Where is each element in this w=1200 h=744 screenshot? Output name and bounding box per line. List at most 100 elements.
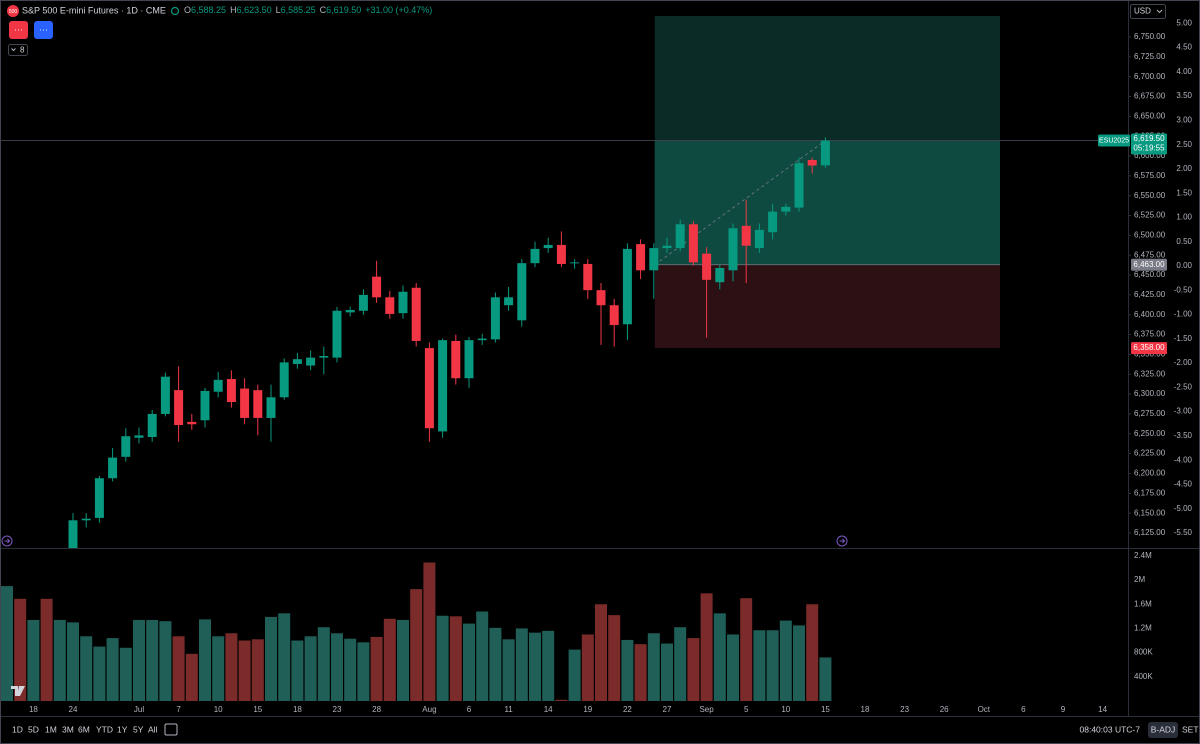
volume-bar (344, 638, 357, 701)
volume-bar (568, 649, 581, 701)
range-button[interactable]: All (148, 724, 158, 734)
volume-bar (53, 619, 66, 701)
volume-bar (555, 699, 568, 701)
candle-body (147, 413, 157, 437)
volume-bar (766, 630, 779, 701)
event-marker[interactable] (1, 535, 13, 547)
range-button[interactable]: 1Y (117, 724, 128, 734)
range-button[interactable]: 6M (78, 724, 90, 734)
candle-body (174, 390, 184, 426)
candle-body (504, 297, 514, 306)
range-button[interactable]: 1M (45, 724, 57, 734)
y-tick-label: 6,125.00 (1134, 528, 1166, 537)
loss-zone (654, 264, 1000, 349)
y2-tick-label: 3.00 (1176, 115, 1192, 124)
symbol-icon[interactable] (7, 5, 19, 17)
button[interactable] (9, 21, 28, 39)
volume-bar (291, 640, 304, 701)
volume-bar (793, 625, 805, 701)
volume-bar (436, 615, 449, 701)
y2-tick-label: -5.50 (1174, 528, 1193, 537)
y2-tick-label: 4.50 (1176, 43, 1192, 52)
candle-body (279, 362, 289, 398)
range-button[interactable]: YTD (96, 724, 113, 734)
volume-bar (14, 598, 27, 701)
ohlc-key: H (230, 5, 237, 15)
adjust-button[interactable] (1148, 722, 1178, 738)
range-button[interactable]: 3M (62, 724, 74, 734)
event-marker[interactable] (836, 535, 848, 547)
y2-tick-label: 3.50 (1176, 91, 1192, 100)
x-tick-label: 23 (900, 705, 909, 714)
volume-bar (67, 622, 79, 701)
y2-tick-label: 4.00 (1176, 67, 1192, 76)
session-button[interactable]: SET (1182, 724, 1199, 734)
x-tick-label: 28 (372, 705, 381, 714)
y-tick-label: 6,275.00 (1134, 409, 1166, 418)
volume-bar (251, 639, 264, 701)
y-tick-label: 6,400.00 (1134, 310, 1166, 319)
candle-body (715, 267, 725, 283)
y2-tick-label: -3.50 (1174, 431, 1193, 440)
candle-body (622, 248, 632, 325)
volume-bar (647, 633, 660, 701)
y2-tick-label: -0.50 (1174, 285, 1193, 294)
button[interactable] (34, 21, 53, 39)
volume-tick-label: 1.2M (1134, 624, 1152, 633)
range-button[interactable]: 5Y (133, 724, 144, 734)
y2-tick-label: 5.00 (1176, 18, 1192, 27)
y2-tick-label: -1.50 (1174, 334, 1193, 343)
volume-bar (212, 636, 225, 701)
y-tick-label: 6,675.00 (1134, 92, 1166, 101)
currency-select[interactable] (1130, 4, 1166, 19)
candle-body (451, 340, 461, 379)
x-tick-label: Oct (978, 705, 991, 714)
candle-body (688, 224, 698, 263)
volume-bar (687, 638, 700, 701)
volume-bar (463, 623, 475, 701)
candle-body (292, 359, 302, 364)
x-tick-label: 26 (940, 705, 949, 714)
ohlc-key: O (184, 5, 191, 15)
symbol-title[interactable]: S&P 500 E-mini Futures · 1D · CME (22, 5, 166, 15)
range-button[interactable]: 5D (28, 724, 39, 734)
volume-bar (172, 636, 185, 701)
ohlc-value: 6,619.50 (326, 5, 361, 15)
volume-bar (806, 604, 819, 701)
volume-bar (119, 647, 132, 701)
ohlc-value: 6,623.50 (237, 5, 272, 15)
volume-bar (397, 619, 409, 701)
volume-bar (40, 598, 53, 701)
y-tick-label: 6,225.00 (1134, 449, 1166, 458)
x-tick-label: 24 (69, 705, 78, 714)
x-tick-label: 10 (214, 705, 223, 714)
volume-bar (621, 639, 634, 701)
y2-tick-label: 1.00 (1176, 213, 1192, 222)
candle-body (596, 290, 606, 306)
volume-bar (740, 598, 753, 701)
indicator-toggle[interactable] (8, 44, 28, 56)
ohlc-legend: O6,588.25 H6,623.50 L6,585.25 C6,619.50 +31.… (184, 5, 432, 15)
candle-body (68, 520, 78, 548)
candle-body (794, 163, 804, 208)
date-range-icon[interactable] (164, 723, 178, 736)
volume-bar (265, 616, 277, 701)
logo[interactable] (11, 686, 25, 696)
entry-badge (1131, 258, 1167, 271)
y-tick-label: 6,475.00 (1134, 250, 1166, 259)
y-tick-label: 6,600.00 (1134, 151, 1166, 160)
ohlc-key: C (320, 5, 327, 15)
range-button[interactable]: 1D (12, 724, 23, 734)
volume-bar (357, 642, 370, 701)
y2-tick-label: -1.00 (1174, 310, 1193, 319)
candle-body (424, 348, 434, 429)
candle-body (266, 397, 276, 418)
volume-bar (27, 619, 40, 701)
volume-bar (529, 632, 541, 701)
y2-tick-label: -2.50 (1174, 382, 1193, 391)
clock[interactable]: 08:40:03 UTC-7 (1080, 724, 1141, 734)
x-tick-label: 19 (583, 705, 592, 714)
x-tick-label: 18 (861, 705, 870, 714)
y-tick-label: 6,450.00 (1134, 270, 1166, 279)
